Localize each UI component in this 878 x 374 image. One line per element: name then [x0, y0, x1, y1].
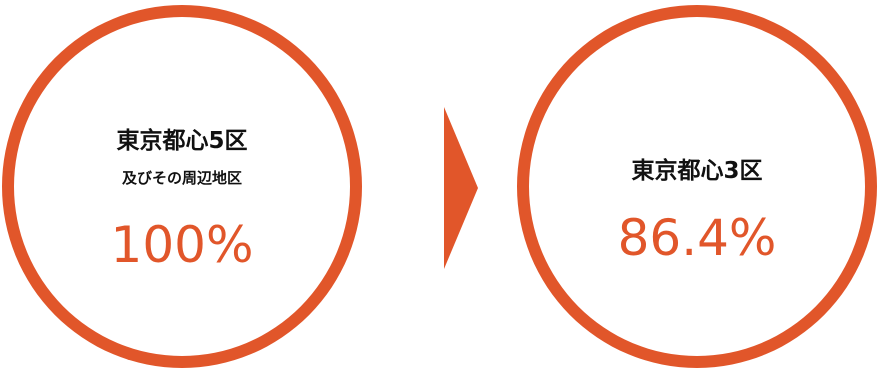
triangle-right-icon — [444, 107, 478, 269]
right-value: 86.4% — [617, 209, 777, 267]
left-title: 東京都心5区 — [116, 128, 248, 154]
left-circle: 東京都心5区 及びその周辺地区 100% — [2, 5, 362, 368]
right-circle: 東京都心3区 86.4% — [517, 5, 877, 368]
right-title: 東京都心3区 — [631, 158, 763, 184]
left-subtitle: 及びその周辺地区 — [121, 169, 242, 187]
left-value: 100% — [110, 216, 254, 274]
